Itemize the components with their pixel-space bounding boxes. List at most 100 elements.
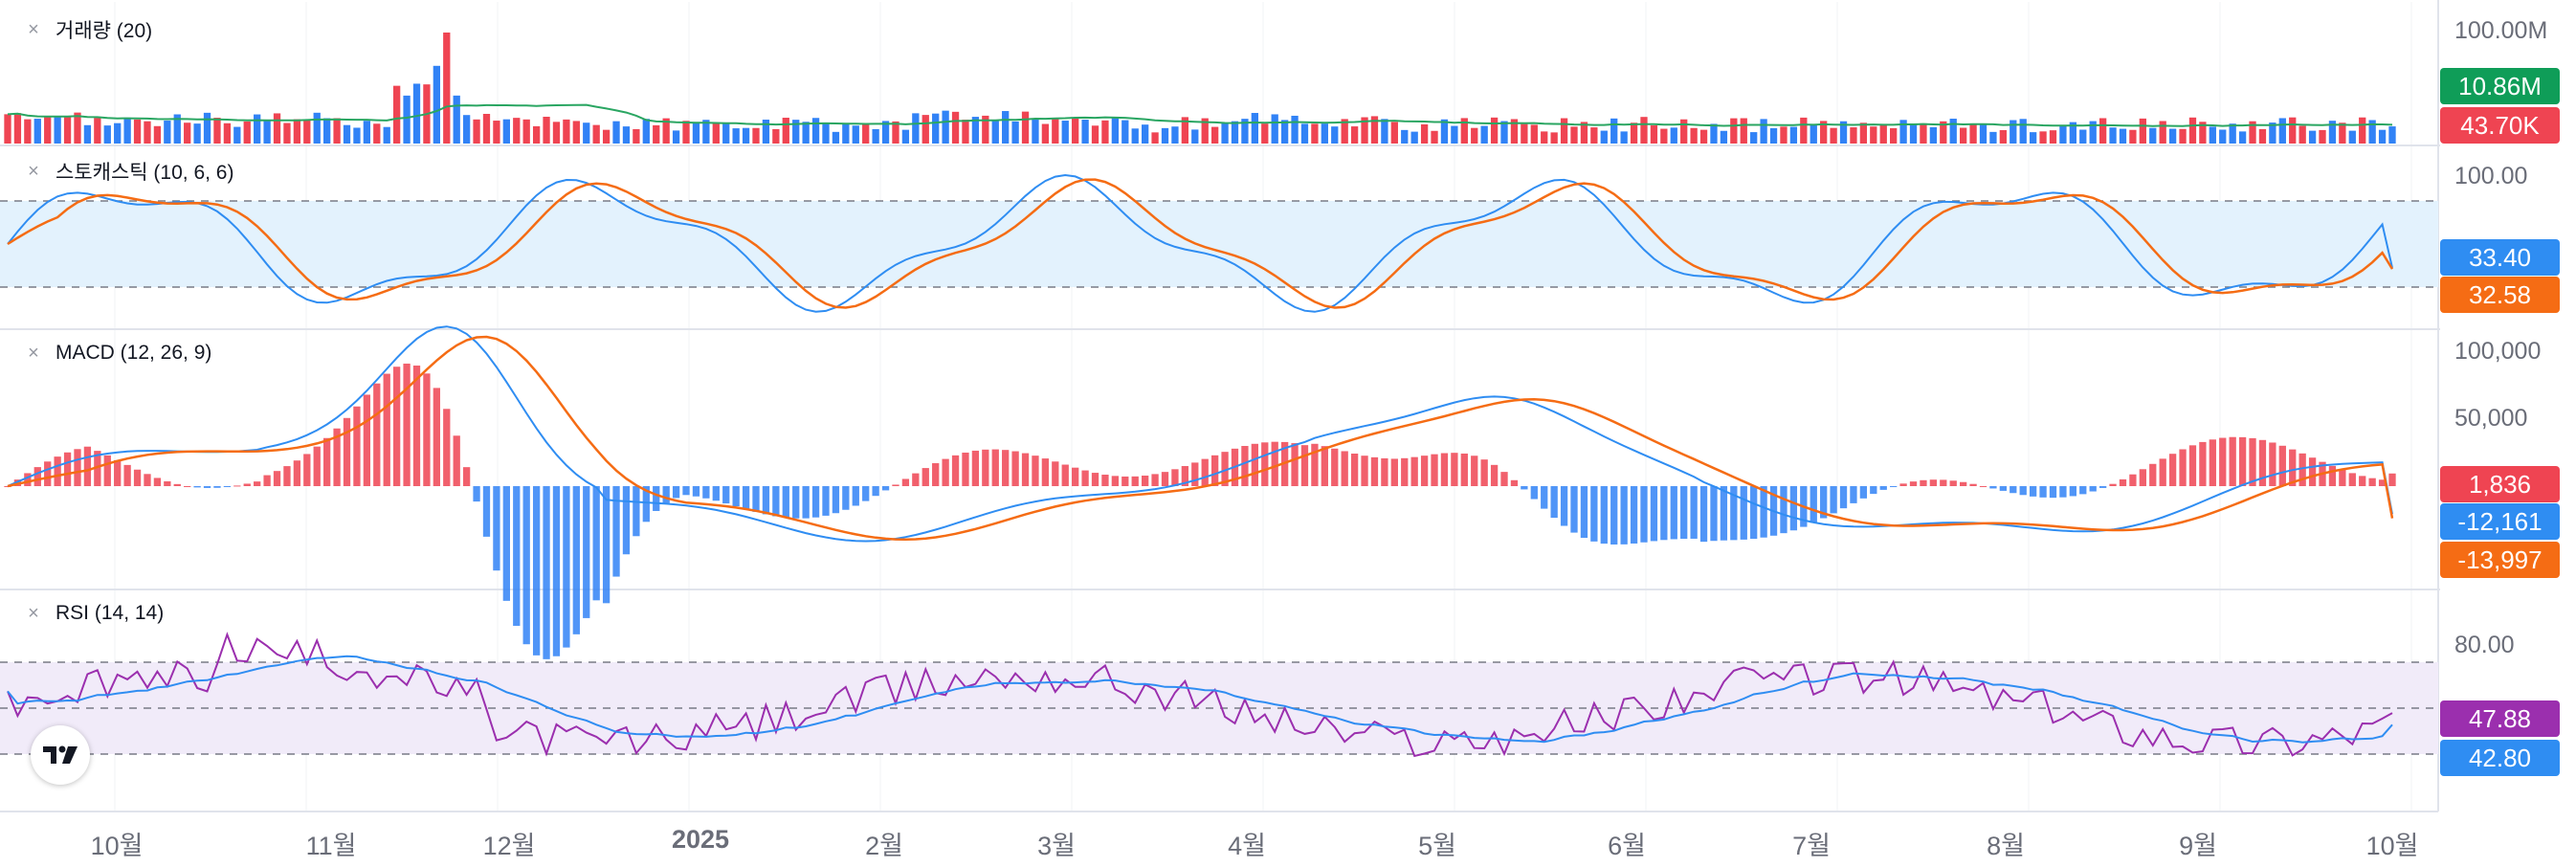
macd-histogram-bar — [1989, 486, 1997, 489]
volume-bar — [1052, 118, 1059, 144]
volume-bar — [1460, 118, 1468, 144]
macd-histogram-bar — [1201, 458, 1209, 486]
macd-histogram-bar — [1879, 486, 1887, 490]
volume-bar — [1390, 122, 1398, 144]
volume-bar — [502, 119, 510, 144]
macd-histogram-bar — [702, 486, 710, 499]
volume-bar — [213, 118, 221, 144]
macd-histogram-bar — [1151, 474, 1159, 486]
macd-histogram-bar — [811, 486, 820, 518]
volume-bar — [1041, 123, 1050, 144]
macd-histogram-bar — [1331, 448, 1339, 486]
stochastic-d-line — [7, 178, 2394, 309]
macd-histogram-bar — [2179, 449, 2187, 486]
macd-histogram-bar — [1789, 486, 1798, 531]
macd-histogram-bar — [1999, 486, 2008, 491]
volume-bar — [24, 119, 32, 144]
macd-histogram-bar — [1300, 445, 1309, 486]
volume-bar — [1660, 128, 1668, 144]
macd-histogram-bar — [1760, 486, 1767, 538]
macd-histogram-bar — [482, 486, 491, 537]
macd-histogram-bar — [802, 486, 810, 519]
volume-bar — [2378, 129, 2387, 144]
close-icon[interactable]: × — [28, 342, 39, 364]
volume-bar — [2109, 127, 2117, 144]
volume-bar — [54, 117, 61, 144]
macd-histogram-bar — [583, 486, 590, 618]
macd-histogram-bar — [1949, 480, 1957, 486]
volume-bar — [1730, 118, 1738, 144]
volume-bar — [1780, 126, 1788, 144]
volume-bar — [1221, 122, 1229, 144]
macd-histogram-bar — [443, 409, 451, 486]
volume-bar — [2069, 122, 2076, 144]
volume-bar — [1011, 121, 1019, 144]
volume-bar — [1909, 124, 1918, 144]
macd-histogram-bar — [1610, 486, 1618, 545]
volume-bar — [722, 122, 730, 144]
volume-bar — [1291, 115, 1299, 144]
volume-bar — [193, 123, 201, 144]
volume-bar — [1231, 121, 1239, 144]
macd-histogram-bar — [2039, 486, 2047, 498]
macd-histogram-bar — [363, 394, 371, 486]
stochastic-d-value-badge: 32.58 — [2440, 277, 2560, 313]
close-icon[interactable]: × — [28, 18, 39, 40]
volume-axis-label: 100.00M — [2454, 17, 2548, 44]
macd-histogram-bar — [1401, 457, 1409, 486]
macd-histogram-bar — [1590, 486, 1598, 542]
volume-bar — [842, 123, 850, 144]
macd-histogram-bar — [2099, 486, 2107, 488]
volume-bar — [1161, 127, 1169, 144]
macd-histogram-bar — [1580, 486, 1588, 539]
volume-bar — [682, 121, 690, 144]
close-icon[interactable]: × — [28, 160, 39, 182]
volume-bar — [1720, 130, 1728, 144]
macd-histogram-bar — [493, 486, 500, 571]
volume-bar — [2199, 122, 2207, 144]
volume-bar — [153, 125, 162, 144]
volume-bar — [333, 118, 341, 144]
macd-histogram-bar — [1361, 456, 1368, 486]
volume-bar — [712, 123, 720, 144]
macd-histogram-bar — [2219, 437, 2227, 486]
volume-bar — [114, 122, 122, 144]
volume-bar — [144, 121, 151, 144]
macd-histogram-bar — [1969, 483, 1977, 486]
macd-histogram-bar — [1650, 486, 1658, 542]
volume-bar — [293, 119, 301, 144]
macd-histogram-bar — [74, 449, 81, 486]
tradingview-logo-icon[interactable] — [31, 725, 90, 785]
volume-bar — [1361, 117, 1368, 144]
macd-histogram-bar — [1550, 486, 1558, 519]
time-axis-label: 3월 — [1037, 832, 1076, 860]
volume-bar — [1420, 123, 1429, 144]
macd-histogram-bar — [742, 486, 750, 510]
macd-histogram-bar — [1350, 454, 1359, 486]
macd-histogram-bar — [2139, 469, 2146, 486]
volume-bar — [2209, 126, 2216, 144]
macd-histogram-bar — [1431, 454, 1438, 486]
volume-bar — [653, 124, 660, 144]
macd-histogram-bar — [1640, 486, 1648, 543]
macd-histogram-bar — [982, 449, 989, 486]
macd-histogram-bar — [433, 388, 441, 486]
volume-bar — [1032, 119, 1039, 144]
macd-histogram-bar — [971, 450, 980, 486]
macd-histogram-bar — [2388, 473, 2396, 486]
volume-bar — [1341, 119, 1348, 144]
close-icon[interactable]: × — [28, 602, 39, 624]
macd-histogram-bar — [762, 486, 770, 515]
volume-bar — [2269, 122, 2276, 144]
macd-histogram-bar — [1121, 476, 1129, 486]
macd-histogram-bar — [2188, 445, 2197, 486]
macd-histogram-bar — [1480, 459, 1488, 486]
macd-histogram-bar — [2019, 486, 2027, 496]
macd-histogram-bar — [2129, 474, 2137, 486]
macd-histogram-bar — [103, 455, 111, 486]
macd-histogram-bar — [1630, 486, 1638, 544]
macd-histogram-bar — [1830, 486, 1837, 514]
volume-bar — [832, 131, 840, 144]
macd-histogram-bar — [951, 455, 960, 486]
